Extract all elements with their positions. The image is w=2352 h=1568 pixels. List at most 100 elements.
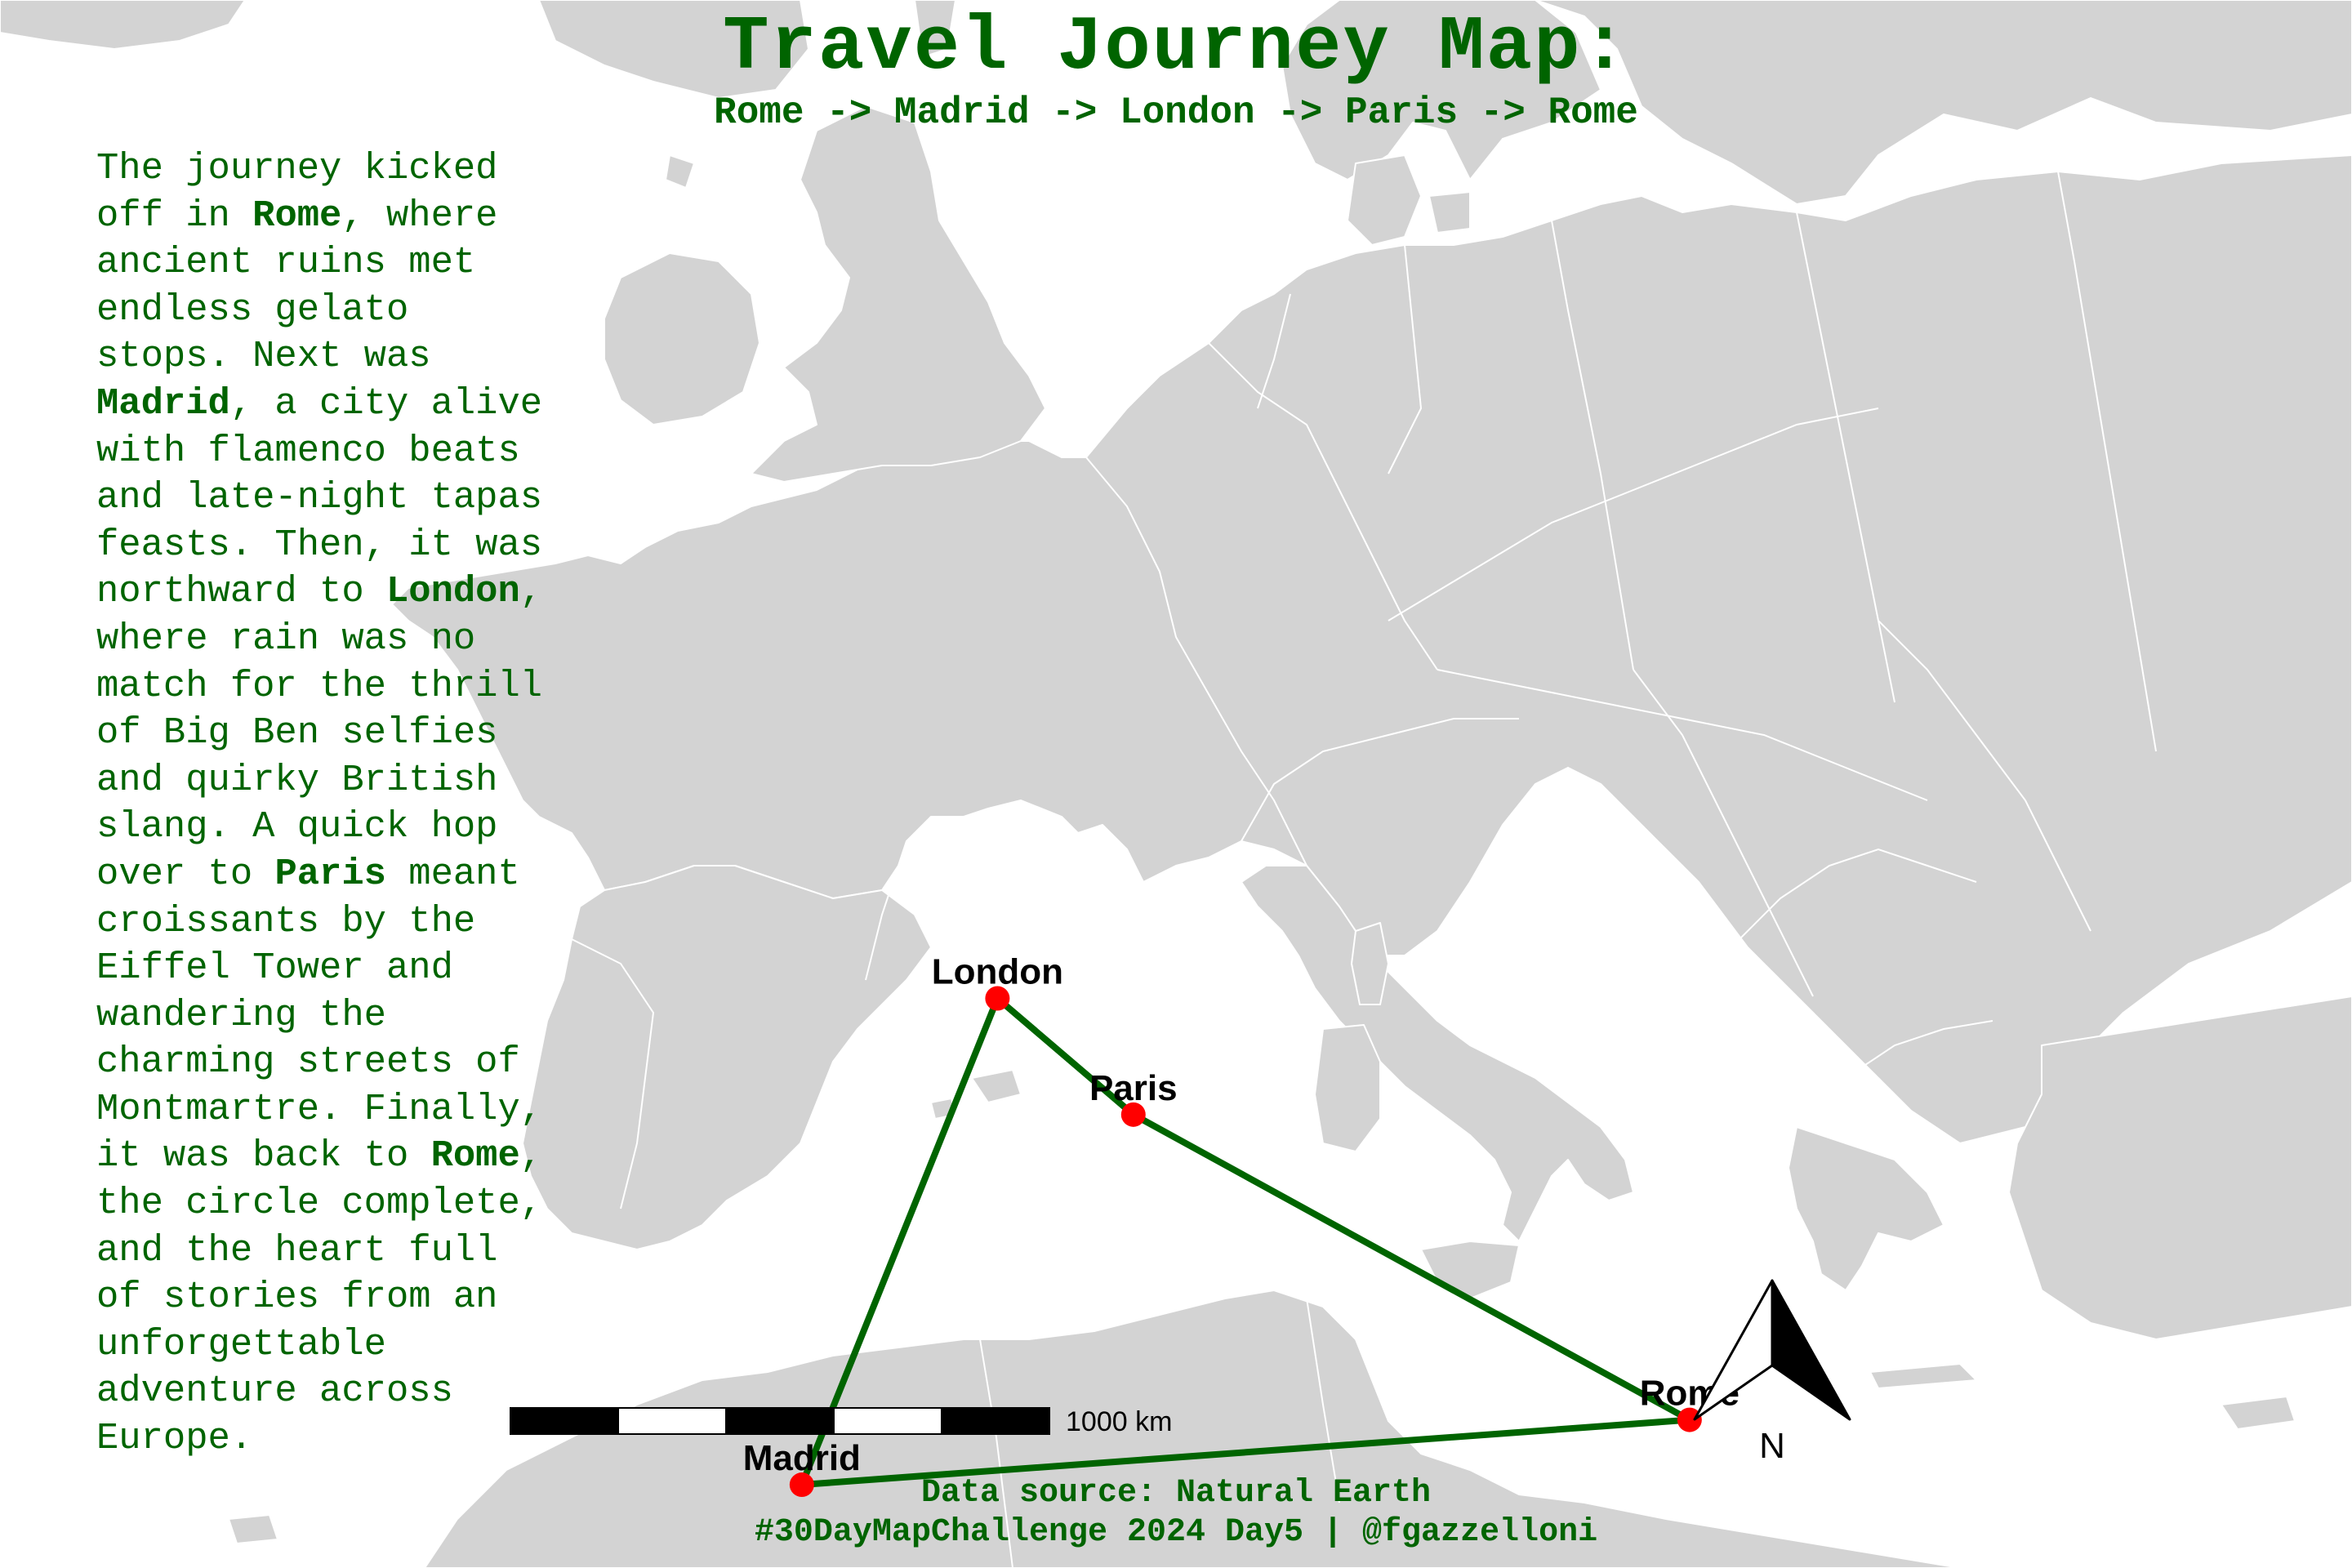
- story-fragment: and the heart full: [96, 1228, 498, 1272]
- story-line: with flamenco beats: [96, 428, 586, 475]
- story-fragment: , a city alive: [229, 381, 543, 425]
- story-fragment: wandering the: [96, 993, 386, 1036]
- story-fragment: and late-night tapas: [96, 476, 543, 519]
- story-line: unforgettable: [96, 1321, 586, 1369]
- city-label-madrid: Madrid: [743, 1438, 861, 1478]
- city-point-madrid: [789, 1472, 814, 1498]
- story-fragment: Montmartre. Finally,: [96, 1087, 543, 1130]
- map-subtitle: Rome -> Madrid -> London -> Paris -> Rom…: [714, 91, 1638, 134]
- story-line: and late-night tapas: [96, 474, 586, 522]
- route-leg-paris-to-rome: [1129, 1111, 1693, 1423]
- north-arrow-label: N: [1759, 1426, 1785, 1466]
- story-fragment: croissants by the: [96, 899, 476, 942]
- land-great-britain: [751, 105, 1046, 483]
- story-line: Madrid, a city alive: [96, 381, 586, 428]
- route-leg-london-to-paris: [994, 995, 1137, 1118]
- story-fragment: Europe.: [96, 1417, 253, 1460]
- story-line: wandering the: [96, 992, 586, 1040]
- story-line: ancient ruins met: [96, 239, 586, 287]
- land-scandinavia: [1208, 0, 2352, 205]
- land-west-rim: [538, 0, 809, 99]
- story-line: the circle complete,: [96, 1180, 586, 1227]
- story-fragment: feasts. Then, it was: [96, 523, 543, 566]
- land-cyprus: [2221, 1396, 2296, 1430]
- story-line: match for the thrill: [96, 663, 586, 710]
- story-fragment: slang. A quick hop: [96, 805, 498, 849]
- story-fragment: of stories from an: [96, 1276, 498, 1319]
- story-line: endless gelato: [96, 287, 586, 334]
- city-label-london: London: [932, 952, 1063, 992]
- land-iberia: [522, 865, 932, 1250]
- story-fragment: adventure across: [96, 1370, 453, 1413]
- story-fragment: it was back to: [96, 1134, 431, 1178]
- story-fragment: match for the thrill: [96, 664, 543, 707]
- story-city-name: Rome: [430, 1134, 520, 1178]
- story-city-name: London: [385, 570, 520, 613]
- story-fragment: with flamenco beats: [96, 429, 520, 472]
- city-point-london: [985, 986, 1010, 1011]
- story-line: slang. A quick hop: [96, 804, 586, 851]
- story-city-name: Paris: [274, 852, 386, 895]
- land-ireland: [604, 252, 760, 425]
- challenge-credit-caption: #30DayMapChallenge 2024 Day5 | @fgazzell…: [754, 1514, 1598, 1551]
- land-north-africa: [424, 1290, 1961, 1568]
- land-norway-sweden: [1281, 0, 1601, 180]
- land-iceland-fragment: [0, 0, 246, 50]
- story-fragment: stops. Next was: [96, 335, 431, 378]
- story-fragment: ancient ruins met: [96, 241, 476, 284]
- story-line: feasts. Then, it was: [96, 522, 586, 569]
- land-greece: [1788, 1126, 1944, 1291]
- story-text: The journey kicked off in Rome, where anci…: [96, 145, 586, 1463]
- story-fragment: where rain was no: [96, 617, 476, 660]
- story-line: it was back to Rome,: [96, 1133, 586, 1180]
- land-faroe: [665, 154, 695, 189]
- story-fragment: unforgettable: [96, 1322, 386, 1365]
- story-fragment: off in: [96, 194, 253, 237]
- land-canary-fragment: [228, 1514, 278, 1544]
- story-line: of Big Ben selfies: [96, 710, 586, 757]
- story-line: charming streets of: [96, 1039, 586, 1086]
- story-fragment: of Big Ben selfies: [96, 711, 498, 755]
- story-fragment: The journey kicked: [96, 147, 498, 189]
- story-fragment: over to: [96, 852, 275, 895]
- land-turkey: [2008, 996, 2352, 1340]
- story-fragment: meant: [385, 852, 520, 895]
- land-sicily: [1420, 1241, 1520, 1299]
- scale-bar-segment: [617, 1407, 727, 1435]
- route-layer: [798, 995, 1693, 1489]
- scale-bar-segment: [833, 1407, 942, 1435]
- story-line: over to Paris meant: [96, 851, 586, 898]
- story-fragment: , where: [341, 194, 498, 237]
- map-title: Travel Journey Map:: [723, 5, 1629, 91]
- story-line: Eiffel Tower and: [96, 945, 586, 992]
- story-line: of stories from an: [96, 1274, 586, 1321]
- scale-bar-segment: [941, 1407, 1050, 1435]
- story-line: adventure across: [96, 1368, 586, 1415]
- land-italy: [1241, 865, 1634, 1242]
- land-mainland-europe: [391, 154, 2352, 1144]
- story-line: Europe.: [96, 1415, 586, 1463]
- scale-bar: 1000 km: [510, 1406, 1172, 1437]
- story-city-name: Rome: [252, 194, 342, 237]
- land-crete: [1869, 1363, 1977, 1389]
- land-denmark: [1347, 154, 1471, 246]
- north-arrow-icon: N: [1693, 1279, 1851, 1466]
- land-sardinia: [1314, 1024, 1381, 1152]
- story-fragment: northward to: [96, 570, 386, 613]
- data-source-caption: Data source: Natural Earth: [920, 1475, 1432, 1512]
- story-city-name: Madrid: [96, 381, 230, 425]
- story-fragment: endless gelato: [96, 287, 409, 331]
- story-fragment: charming streets of: [96, 1040, 520, 1084]
- story-line: where rain was no: [96, 616, 586, 663]
- story-line: Montmartre. Finally,: [96, 1086, 586, 1134]
- story-line: stops. Next was: [96, 333, 586, 381]
- country-borders: [571, 138, 2157, 1568]
- story-line: The journey kicked: [96, 145, 586, 193]
- story-fragment: and quirky British: [96, 758, 498, 801]
- story-line: and the heart full: [96, 1227, 586, 1275]
- story-line: and quirky British: [96, 757, 586, 804]
- story-line: croissants by the: [96, 898, 586, 946]
